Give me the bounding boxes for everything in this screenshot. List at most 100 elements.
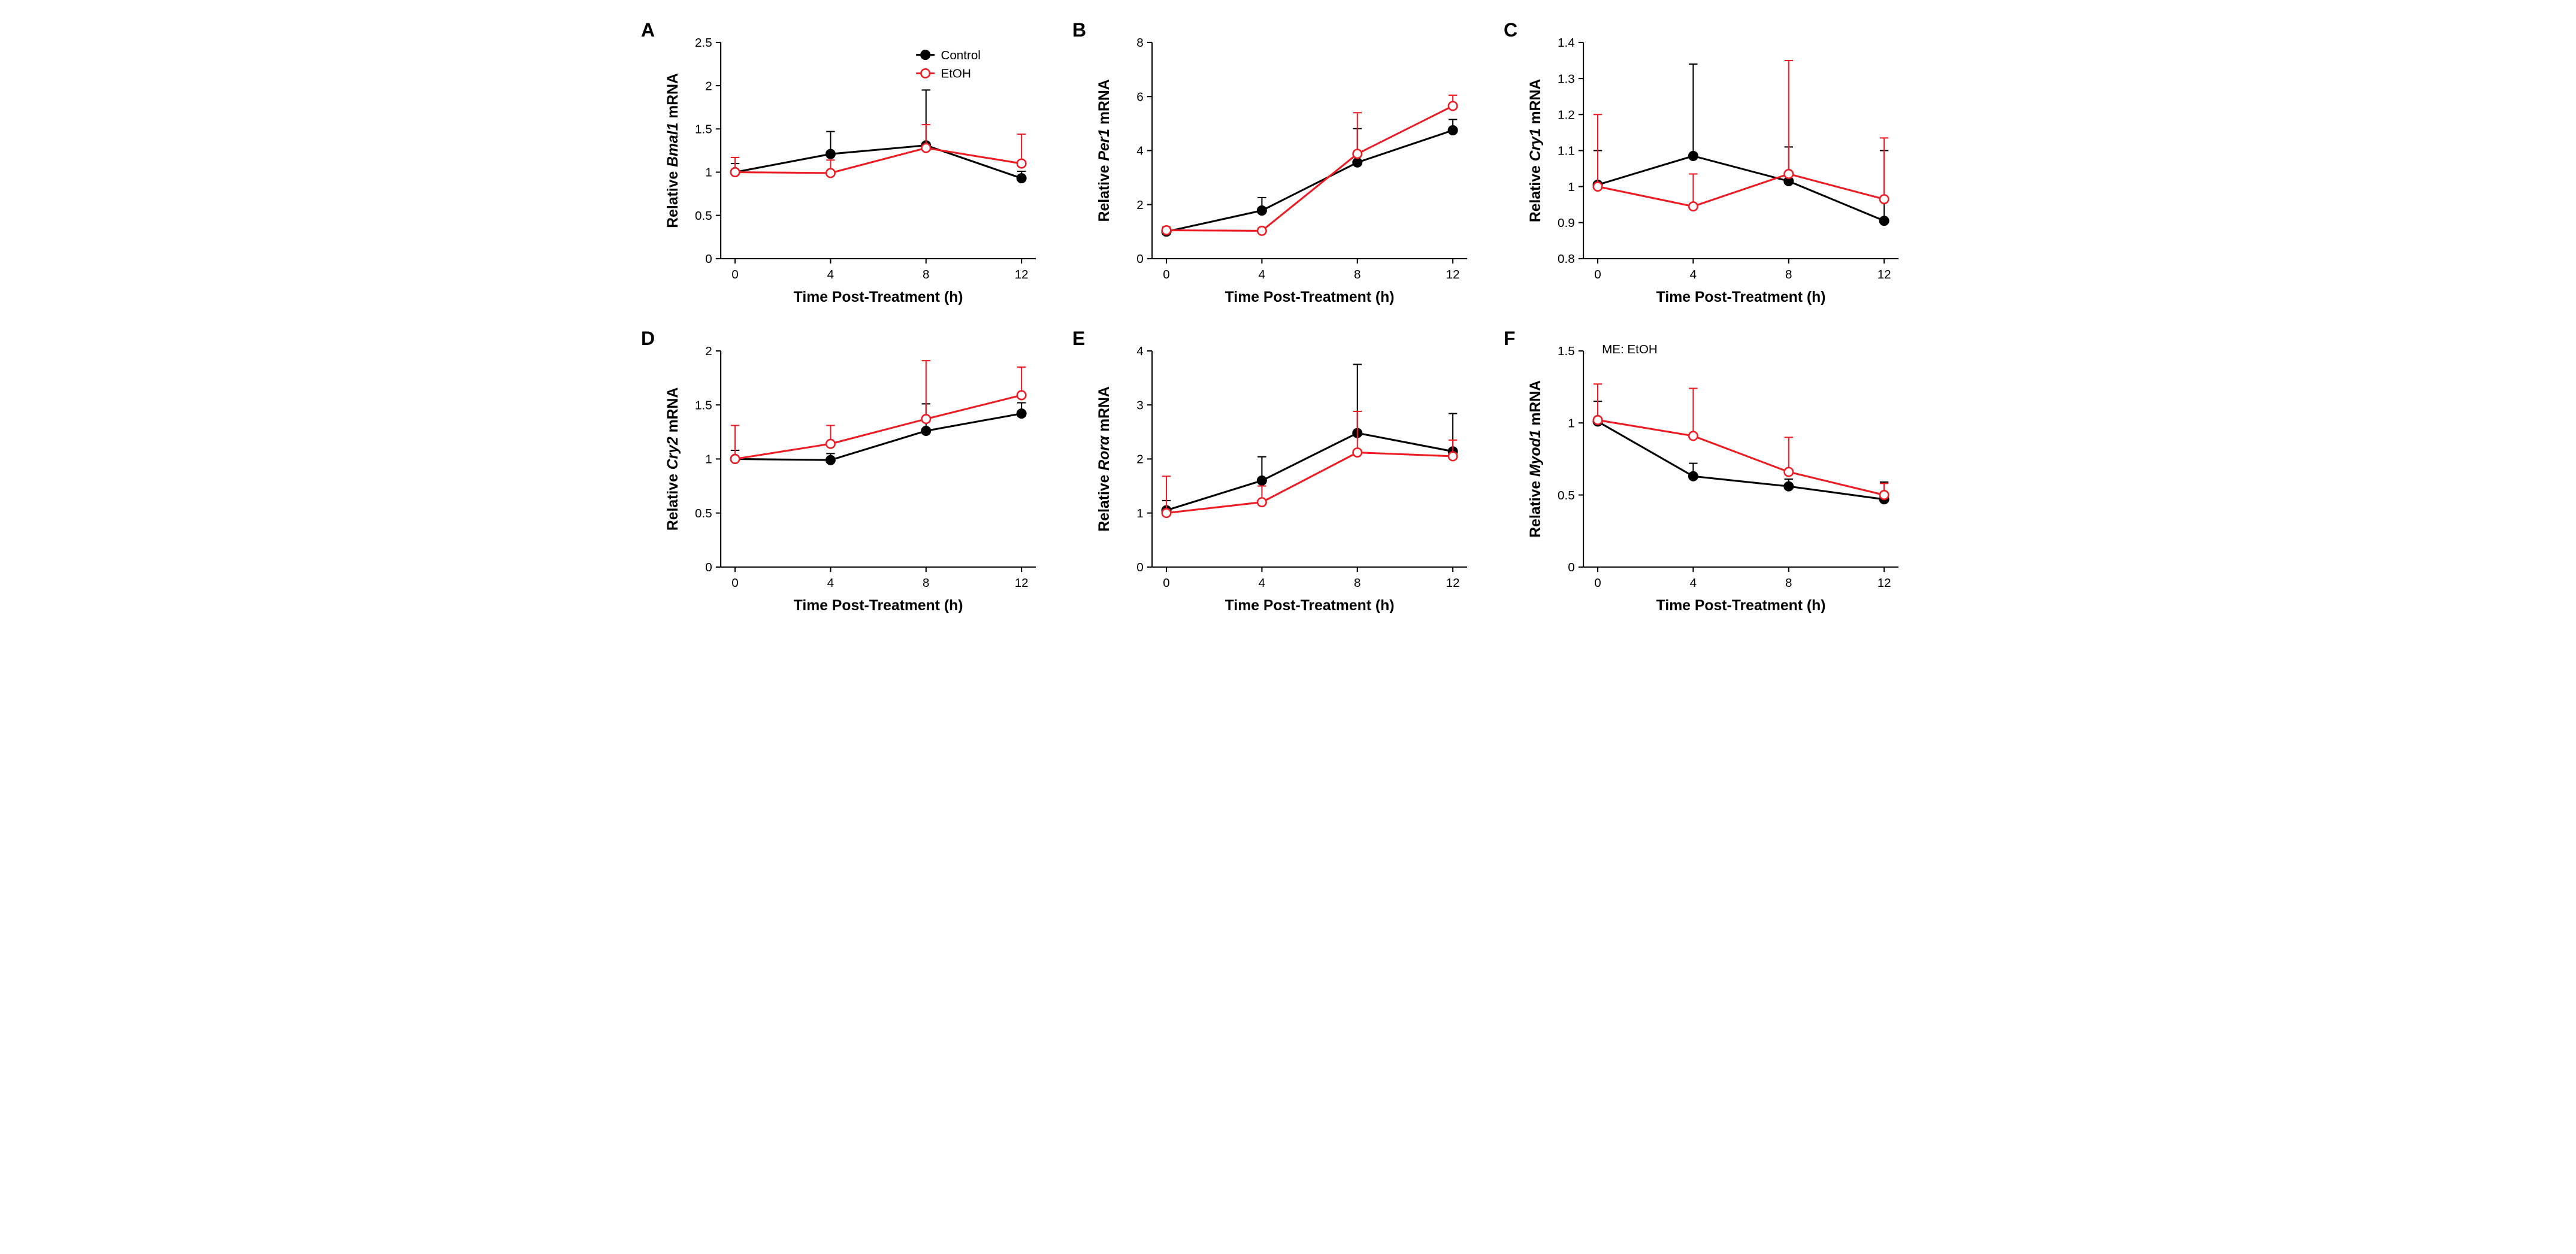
panel-label: A (641, 19, 655, 41)
svg-text:0: 0 (1163, 268, 1169, 281)
svg-text:0: 0 (731, 268, 738, 281)
svg-text:12: 12 (1015, 576, 1029, 590)
svg-text:4: 4 (1690, 576, 1697, 590)
svg-text:1.1: 1.1 (1558, 144, 1575, 158)
svg-text:1.5: 1.5 (695, 398, 712, 412)
panel-label: D (641, 328, 655, 350)
svg-text:8: 8 (1136, 36, 1143, 50)
svg-text:8: 8 (1354, 268, 1360, 281)
svg-text:Control: Control (941, 49, 980, 62)
x-axis-title: Time Post-Treatment (h) (1225, 598, 1395, 614)
series-etoh (1162, 411, 1458, 517)
svg-text:0.8: 0.8 (1558, 252, 1575, 266)
svg-text:0: 0 (1594, 576, 1601, 590)
y-axis-title: Relative Cry2 mRNA (665, 387, 681, 530)
panel-label: F (1504, 328, 1516, 350)
svg-text:12: 12 (1446, 268, 1460, 281)
svg-text:8: 8 (923, 268, 929, 281)
svg-text:8: 8 (923, 576, 929, 590)
panel-E-chart: 0123404812Time Post-Treatment (h)Relativ… (1090, 332, 1486, 623)
svg-text:1.5: 1.5 (1558, 344, 1575, 358)
figure-grid: A00.511.522.504812Time Post-Treatment (h… (659, 24, 1917, 622)
svg-text:3: 3 (1136, 398, 1143, 412)
svg-text:0: 0 (1163, 576, 1169, 590)
svg-text:1: 1 (705, 166, 712, 180)
svg-text:0: 0 (731, 576, 738, 590)
svg-text:4: 4 (1259, 576, 1265, 590)
svg-text:4: 4 (827, 576, 834, 590)
y-axis-title: Relative Bmal1 mRNA (665, 73, 681, 228)
svg-text:1.3: 1.3 (1558, 72, 1575, 86)
series-control (1594, 64, 1889, 225)
svg-text:1: 1 (705, 452, 712, 466)
svg-text:1.4: 1.4 (1558, 36, 1575, 50)
svg-text:0: 0 (705, 561, 712, 574)
svg-text:12: 12 (1877, 576, 1891, 590)
panel-label: C (1504, 19, 1517, 41)
series-etoh (731, 125, 1026, 177)
svg-text:1.5: 1.5 (695, 123, 712, 137)
panel-C: C0.80.911.11.21.31.404812Time Post-Treat… (1522, 24, 1917, 314)
panel-A-chart: 0 0.5 1 1.5 2 2.5 0 4 8 12 Time Post-Treatment (h)… (659, 24, 1054, 314)
svg-text:6: 6 (1136, 90, 1143, 104)
svg-text:12: 12 (1015, 268, 1029, 281)
panel-D-chart: 0 0.5 1 1.5 2 0 4 8 12 Time Post-Treatment (h) Rel… (659, 332, 1054, 623)
panel-B-chart: 0 2 4 6 8 0 4 8 12 Time Post-Treatment (h) Relativ… (1090, 24, 1486, 314)
series-etoh (1162, 95, 1458, 235)
x-axis-title: Time Post-Treatment (h) (1656, 598, 1826, 614)
svg-text:1: 1 (1568, 180, 1574, 194)
x-axis-title: Time Post-Treatment (h) (794, 598, 963, 614)
svg-text:1.2: 1.2 (1558, 108, 1575, 122)
y-axis-title: Relative Per1 mRNA (1096, 79, 1112, 222)
svg-text:EtOH: EtOH (941, 67, 970, 81)
panel-B: B0246804812Time Post-Treatment (h)Relati… (1090, 24, 1486, 314)
svg-text:4: 4 (1136, 144, 1143, 158)
svg-text:2.5: 2.5 (695, 36, 712, 50)
panel-label: E (1072, 328, 1085, 350)
svg-text:0: 0 (705, 252, 712, 266)
svg-text:1: 1 (1568, 416, 1574, 430)
y-axis-title: Relative Rorα mRNA (1096, 386, 1112, 531)
legend: Control EtOH (916, 49, 981, 81)
x-axis-title: Time Post-Treatment (h) (1656, 289, 1826, 305)
svg-text:0.9: 0.9 (1558, 216, 1575, 230)
svg-text:2: 2 (1136, 452, 1143, 466)
svg-text:12: 12 (1877, 268, 1891, 281)
panel-A: A00.511.522.504812Time Post-Treatment (h… (659, 24, 1054, 314)
panel-D: D00.511.5204812Time Post-Treatment (h)Re… (659, 332, 1054, 623)
series-control (1594, 401, 1889, 504)
panel-C-chart: 0.8 0.9 1 1.1 1.2 1.3 1.4 0 4 8 12 Time Post-Treatm… (1522, 24, 1917, 314)
y-axis-title: Relative Myod1 mRNA (1528, 380, 1544, 538)
svg-text:1: 1 (1136, 507, 1143, 520)
series-control (731, 402, 1026, 464)
svg-text:0: 0 (1568, 561, 1574, 574)
panel-F-chart: 0 0.5 1 1.5 0 4 8 12 Time Post-Treatment (h) Rela… (1522, 332, 1917, 623)
y-axis-title: Relative Cry1 mRNA (1528, 79, 1544, 222)
series-etoh (1594, 60, 1889, 211)
svg-text:0: 0 (1136, 561, 1143, 574)
svg-text:8: 8 (1354, 576, 1360, 590)
svg-text:8: 8 (1785, 576, 1792, 590)
svg-text:0.5: 0.5 (1558, 488, 1575, 502)
svg-text:2: 2 (705, 344, 712, 358)
series-control (1162, 120, 1458, 236)
svg-text:4: 4 (827, 268, 834, 281)
svg-text:8: 8 (1785, 268, 1792, 281)
svg-text:0.5: 0.5 (695, 209, 712, 223)
svg-text:2: 2 (1136, 198, 1143, 212)
x-axis-title: Time Post-Treatment (h) (1225, 289, 1395, 305)
panel-E: E0123404812Time Post-Treatment (h)Relati… (1090, 332, 1486, 623)
series-etoh (731, 361, 1026, 463)
svg-text:0: 0 (1136, 252, 1143, 266)
panel-annotation: ME: EtOH (1602, 343, 1658, 356)
x-axis-title: Time Post-Treatment (h) (794, 289, 963, 305)
svg-text:2: 2 (705, 79, 712, 93)
svg-text:0: 0 (1594, 268, 1601, 281)
panel-F: F00.511.504812Time Post-Treatment (h)Rel… (1522, 332, 1917, 623)
series-control (1162, 364, 1458, 514)
svg-text:4: 4 (1136, 344, 1143, 358)
svg-text:0.5: 0.5 (695, 507, 712, 520)
svg-text:4: 4 (1690, 268, 1697, 281)
svg-text:4: 4 (1259, 268, 1265, 281)
series-control (731, 90, 1026, 182)
